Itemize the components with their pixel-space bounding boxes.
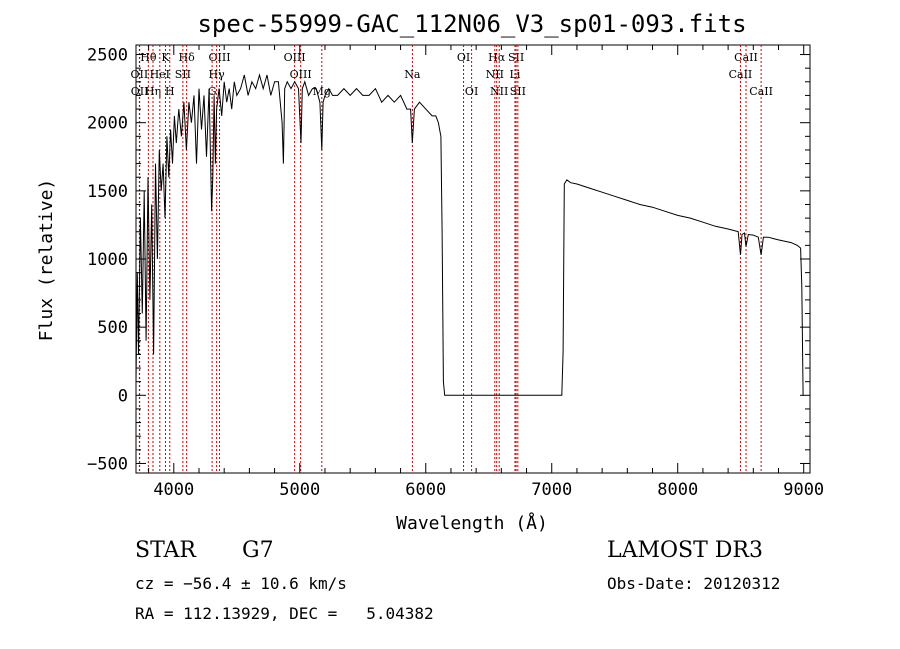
line-marker-label: K (161, 51, 170, 64)
y-tick-label: 500 (97, 318, 128, 338)
redshift-readout: cz = −56.4 ± 10.6 km/s (135, 574, 347, 593)
y-axis-label: Flux (relative) (36, 179, 57, 342)
line-marker-label: SII (175, 68, 191, 81)
plot-frame (135, 44, 811, 474)
line-marker-label: CaII (749, 85, 773, 98)
x-tick-label: 7000 (531, 480, 572, 500)
line-marker-label: H (165, 85, 175, 98)
line-marker-label: OI (465, 85, 478, 98)
line-marker-label: Hα (488, 51, 506, 64)
spectral-subclass: G7 (242, 538, 274, 563)
line-marker-label: NII (490, 85, 508, 98)
coordinates-readout: RA = 112.13929, DEC = 5.04382 (135, 604, 434, 623)
y-tick-label: 2000 (87, 114, 128, 134)
y-tick-label: 0 (118, 386, 128, 406)
line-marker-label: OII (131, 85, 149, 98)
line-marker-label: G (208, 85, 217, 98)
line-marker-label: NII (486, 68, 504, 81)
y-tick-label: 2500 (87, 46, 128, 66)
x-tick-label: 6000 (405, 480, 446, 500)
line-marker-label: HeI (150, 68, 170, 81)
x-axis-label: Wavelength (Å) (396, 512, 548, 534)
line-marker-label: Hθ (140, 51, 157, 64)
obs-date: Obs-Date: 20120312 (607, 574, 781, 593)
line-marker-label: Hη (145, 85, 161, 98)
line-marker-label: CaII (729, 68, 753, 81)
line-marker-label: Hγ (209, 68, 226, 81)
line-marker-label: CaII (734, 51, 758, 64)
line-marker-label: OIII (290, 68, 312, 81)
line-marker-label: Na (404, 68, 421, 81)
axis-ticks: 4000 5000 6000 7000 8000 9000 −500 0 500 1000 1500… (87, 45, 824, 500)
line-marker-label: Li (510, 68, 521, 81)
x-tick-label: 9000 (783, 480, 824, 500)
spectrum-series-line (135, 73, 804, 396)
line-marker-label: OIII (284, 51, 306, 64)
line-marker-label: Hδ (179, 51, 196, 64)
y-tick-label: 1500 (87, 182, 128, 202)
x-tick-label: 4000 (153, 480, 194, 500)
line-marker-label: OI (457, 51, 470, 64)
chart-title: spec-55999-GAC_112N06_V3_sp01-093.fits (197, 10, 746, 38)
line-marker-label: OIII (208, 51, 230, 64)
y-tick-label: 1000 (87, 250, 128, 270)
line-marker-label: Mg (313, 85, 331, 98)
survey-label: LAMOST DR3 (607, 538, 763, 563)
y-tick-label: −500 (87, 454, 128, 474)
emission-line-markers: HθOIIOIIHηHeIKHHδSIIOIIIHγGOIIIOIIIMgNaO… (131, 45, 773, 473)
x-tick-label: 5000 (279, 480, 320, 500)
x-tick-label: 8000 (657, 480, 698, 500)
object-class: STAR (135, 538, 196, 563)
line-marker-label: SII (510, 85, 526, 98)
line-marker-label: SII (508, 51, 524, 64)
